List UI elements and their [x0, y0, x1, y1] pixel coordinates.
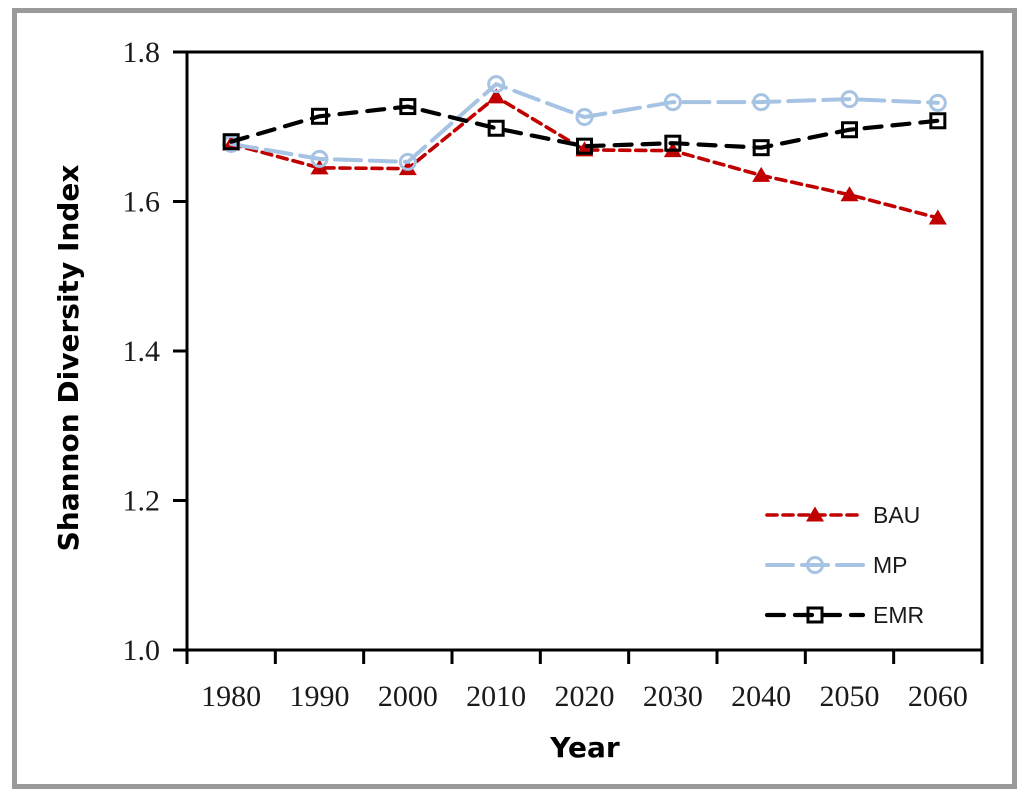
y-tick-label: 1.8 [123, 36, 161, 69]
marker-emr-1980 [222, 133, 240, 151]
x-tick-label: 2030 [643, 680, 703, 713]
marker-emr-2050 [841, 121, 858, 139]
y-tick-label: 1.0 [123, 634, 161, 667]
marker-emr-2020 [576, 137, 593, 155]
x-tick-label: 2040 [731, 680, 791, 713]
series-mp [222, 75, 947, 171]
marker-mp-2050 [840, 90, 859, 109]
marker-bau-2050 [840, 186, 859, 202]
marker-mp-2000 [398, 152, 417, 171]
data-series [222, 75, 947, 225]
x-tick-label: 2000 [378, 680, 438, 713]
figure-frame: 1.0 1.2 1.4 1.6 1.8 1980 1990 2000 2010 2020 2030 2… [12, 8, 1017, 789]
x-tick-label: 2010 [466, 680, 526, 713]
marker-emr-2000 [399, 98, 417, 116]
legend: BAU MP EMR [764, 502, 924, 628]
x-tick-label: 1980 [201, 680, 261, 713]
axes: 1.0 1.2 1.4 1.6 1.8 1980 1990 2000 2010 2020 2030 2… [123, 36, 984, 713]
x-tick-label: 2050 [820, 680, 880, 713]
marker-bau-2000 [398, 160, 417, 176]
shannon-diversity-line-chart: 1.0 1.2 1.4 1.6 1.8 1980 1990 2000 2010 2020 2030 2… [52, 36, 984, 764]
line-mp [229, 81, 940, 164]
marker-bau-2010 [487, 88, 506, 104]
series-emr [222, 98, 947, 157]
x-tick-label: 2020 [555, 680, 615, 713]
marker-emr-2030 [664, 134, 682, 152]
marker-emr-2060 [929, 112, 947, 130]
legend-marker-emr [806, 606, 824, 624]
marker-mp-2040 [752, 93, 771, 112]
marker-bau-2060 [928, 209, 947, 225]
legend-label-mp: MP [873, 552, 908, 578]
marker-emr-2010 [487, 119, 505, 137]
legend-item-emr: EMR [764, 602, 924, 628]
marker-emr-2040 [752, 139, 770, 157]
line-emr [229, 104, 940, 150]
x-tick-label: 2060 [908, 680, 968, 713]
y-tick-label: 1.6 [123, 186, 161, 219]
legend-label-emr: EMR [873, 602, 924, 628]
y-tick-label: 1.4 [123, 335, 161, 368]
legend-item-bau: BAU [765, 502, 920, 528]
marker-mp-2020 [575, 108, 594, 127]
legend-marker-mp [806, 556, 824, 574]
marker-mp-2010 [487, 75, 506, 94]
line-bau [229, 94, 940, 220]
legend-item-mp: MP [765, 552, 908, 578]
marker-mp-2030 [663, 93, 682, 112]
x-axis-title: Year [549, 731, 620, 764]
legend-marker-bau [806, 506, 824, 522]
marker-mp-2060 [928, 93, 947, 112]
legend-label-bau: BAU [873, 502, 920, 528]
marker-bau-2040 [752, 166, 771, 182]
y-tick-label: 1.2 [123, 485, 161, 518]
x-tick-label: 1990 [290, 680, 350, 713]
y-axis-title: Shannon Diversity Index [52, 165, 85, 552]
marker-mp-1990 [310, 149, 329, 168]
marker-emr-1990 [311, 107, 328, 125]
